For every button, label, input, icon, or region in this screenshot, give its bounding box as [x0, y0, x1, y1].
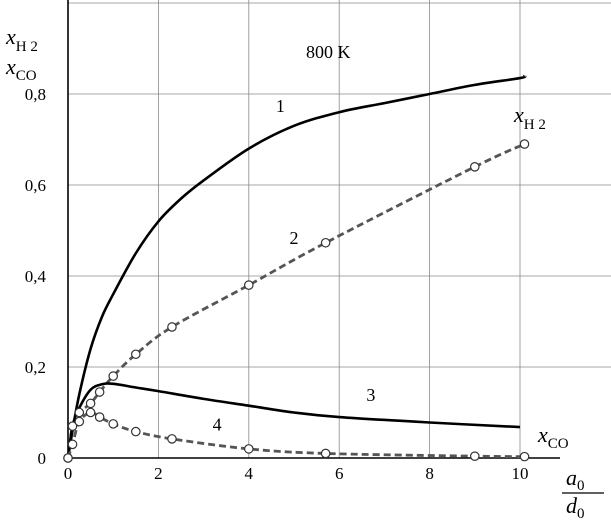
chart-title: 800 K	[306, 42, 351, 62]
series-line-2	[66, 142, 526, 459]
x-axis-denominator-subscript: 0	[577, 506, 585, 522]
marker-layer	[63, 139, 530, 463]
x-tick-label: 6	[335, 464, 344, 483]
y-tick-label: 0,2	[25, 358, 46, 377]
series-2-point	[469, 162, 480, 172]
x-axis-label-denominator: d0	[566, 493, 585, 522]
curve-number-label: 3	[366, 385, 375, 405]
series-2-point	[67, 421, 78, 431]
x-tick-label: 8	[425, 464, 434, 483]
curve-label-co-symbol: x	[537, 422, 548, 447]
x-axis-numerator-subscript: 0	[577, 478, 585, 494]
curve-number-label: 2	[289, 228, 298, 248]
curve-number-label: 4	[213, 415, 222, 435]
series-2-point	[320, 237, 331, 248]
series-line-1	[66, 74, 527, 459]
series-2-point	[519, 139, 530, 149]
curve-label-h2-subscript: H 2	[524, 117, 546, 133]
series-2-point	[74, 407, 85, 418]
y-axis-label-co-subscript: CO	[16, 68, 37, 84]
series-4-point	[519, 451, 530, 462]
series-4-point	[244, 444, 254, 454]
tick-labels: 0 2 4 6 8 10 0 0,2 0,4 0,6 0,8	[25, 85, 529, 483]
x-axis-numerator-symbol: a	[566, 465, 577, 490]
y-axis-label-h2-symbol: x	[5, 24, 16, 49]
series-4-point	[74, 416, 85, 427]
curve-number-annotations: 1 2 3 4	[213, 96, 376, 435]
series-4-point	[108, 419, 118, 429]
curve-label-co-subscript: CO	[548, 436, 569, 452]
x-tick-label: 2	[154, 464, 163, 483]
curve-label-h2-symbol: x	[513, 102, 524, 127]
series-layer	[66, 74, 527, 459]
series-4-point	[320, 448, 331, 459]
curve-label-h2: xH 2	[513, 102, 546, 133]
series-2-point	[94, 387, 105, 397]
series-4-point	[167, 434, 177, 444]
y-tick-label: 0,4	[25, 267, 47, 286]
series-2-point	[108, 371, 118, 381]
y-axis-label-h2: xH 2	[5, 24, 38, 55]
series-4-point	[131, 426, 141, 437]
series-4-point	[85, 407, 96, 418]
y-axis-label-co: xCO	[5, 54, 37, 84]
series-4-point	[67, 439, 78, 450]
series-2-point	[167, 322, 177, 332]
x-axis-label-numerator: a0	[566, 465, 585, 494]
series-line-3	[66, 382, 521, 459]
series-2-point	[85, 398, 96, 409]
series-4-point	[63, 453, 73, 463]
y-axis-label-h2-subscript: H 2	[16, 39, 38, 55]
y-axis-label-co-symbol: x	[5, 54, 16, 79]
series-2-point	[244, 280, 254, 290]
x-axis-denominator-symbol: d	[566, 493, 578, 518]
series-2-point	[131, 349, 141, 360]
curve-label-co: xCO	[537, 422, 569, 452]
x-tick-label: 0	[64, 464, 73, 483]
x-tick-label: 4	[245, 464, 254, 483]
series-4-point	[469, 451, 480, 461]
x-tick-label: 10	[512, 464, 529, 483]
y-tick-label: 0	[38, 449, 47, 468]
curve-number-label: 1	[276, 96, 285, 116]
y-tick-label: 0,8	[25, 85, 46, 104]
y-tick-label: 0,6	[25, 176, 46, 195]
series-4-point	[94, 412, 105, 422]
grid	[68, 0, 611, 458]
